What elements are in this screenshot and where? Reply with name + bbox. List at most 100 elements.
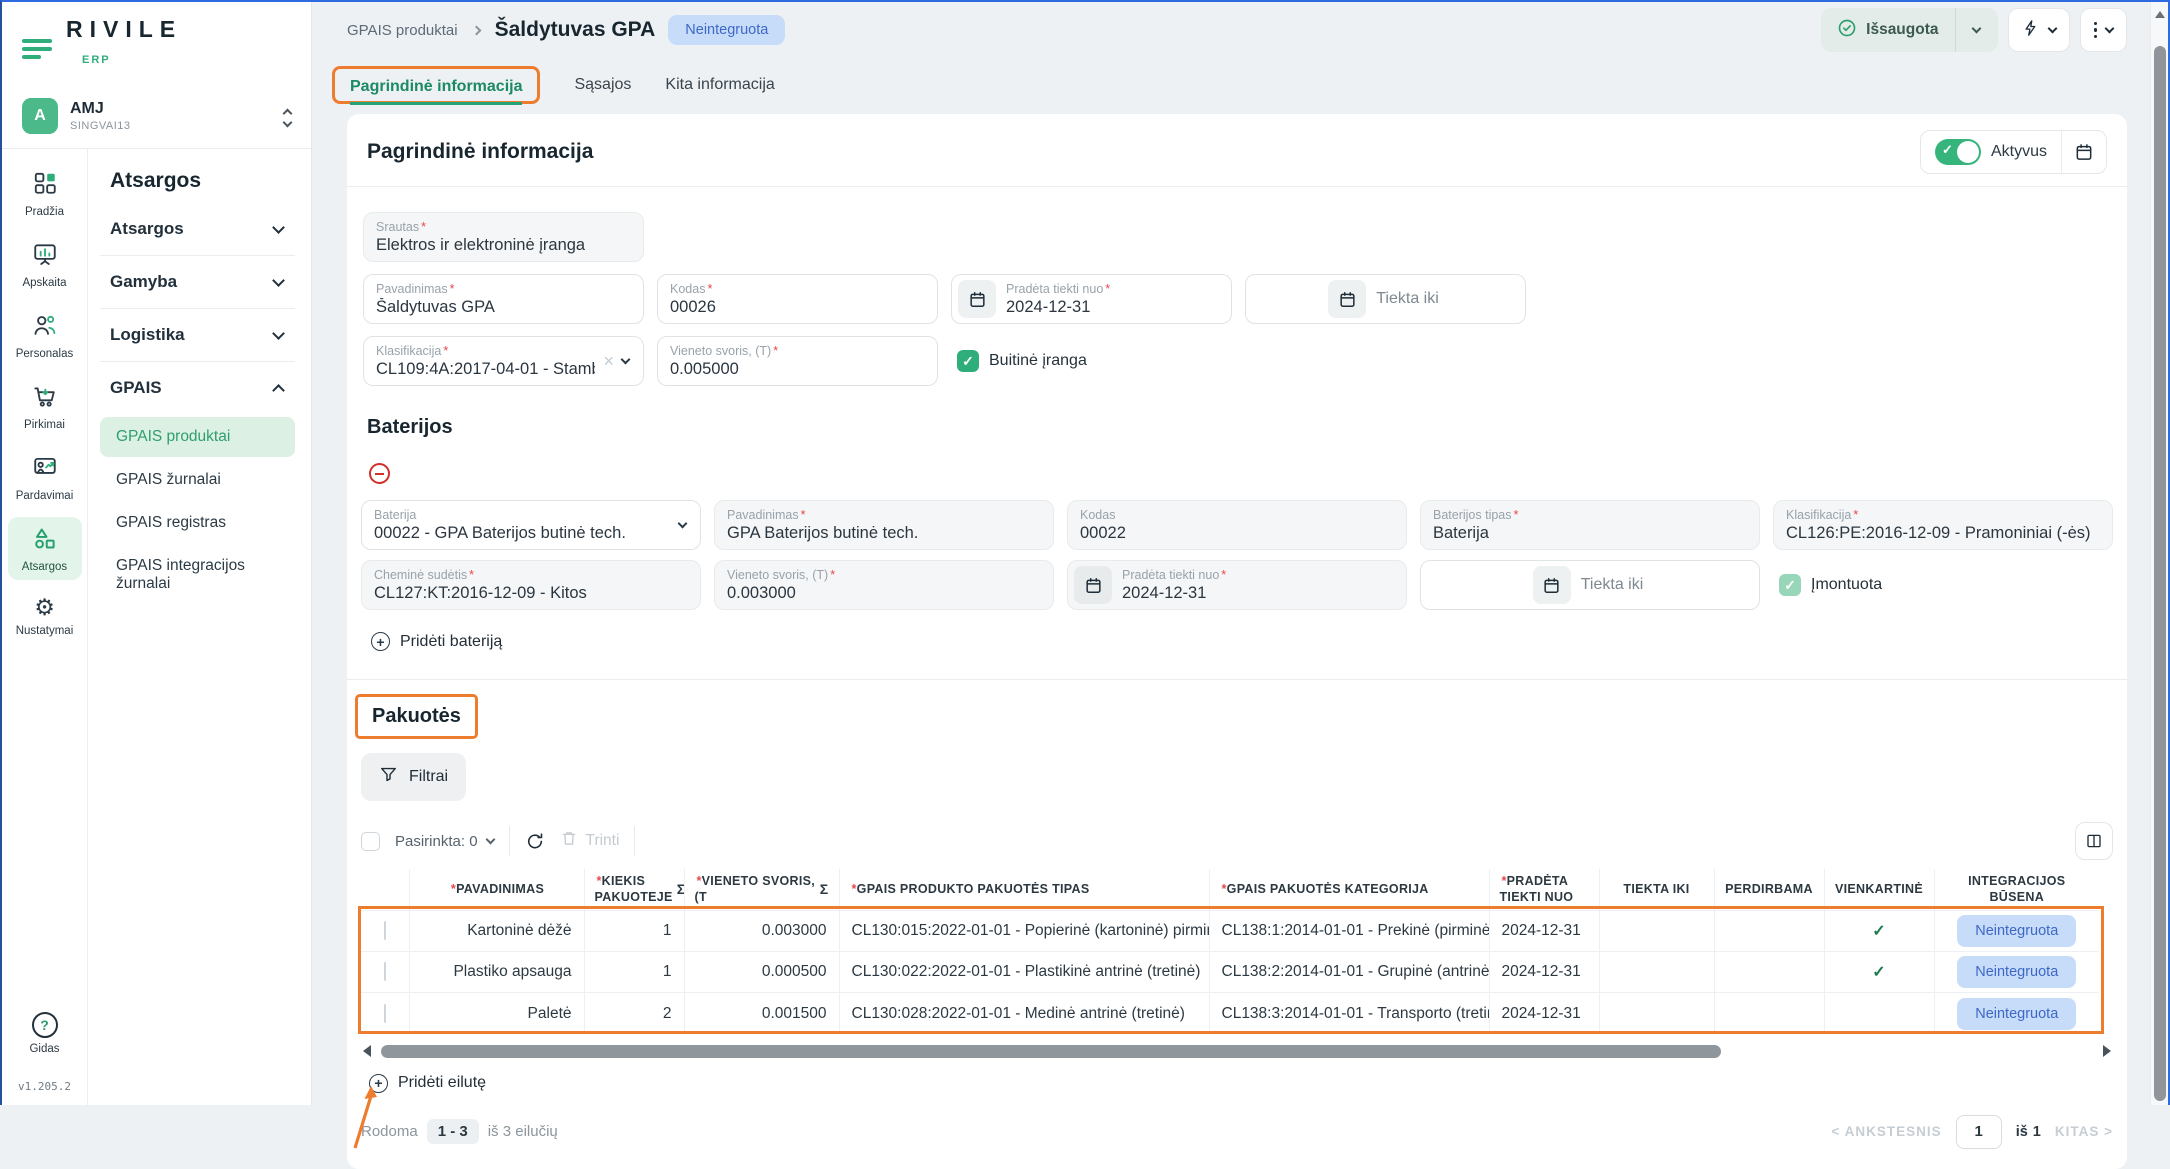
row-checkbox[interactable] bbox=[383, 1003, 386, 1023]
section-title-pakuotes: Pakuotės bbox=[372, 705, 461, 727]
logo-row: RIVILE ERP bbox=[2, 2, 311, 88]
remove-battery-button[interactable] bbox=[369, 463, 390, 484]
vertical-scrollbar[interactable] bbox=[2150, 2, 2168, 1105]
filters-button[interactable]: Filtrai bbox=[361, 753, 467, 801]
scroll-up-arrow[interactable] bbox=[2154, 11, 2165, 18]
section-title-general: Pagrindinė informacija bbox=[367, 140, 594, 163]
gear-icon: ⚙ bbox=[34, 595, 55, 621]
vieneto-svoris-field[interactable]: Vieneto svoris, (T) * 0.005000 bbox=[657, 336, 938, 386]
active-calendar-button[interactable] bbox=[2062, 142, 2106, 162]
rail-item-atsargos[interactable]: Atsargos bbox=[7, 517, 82, 580]
chevron-down-icon bbox=[2104, 23, 2115, 33]
row-checkbox[interactable] bbox=[383, 921, 386, 941]
scrollbar-thumb[interactable] bbox=[381, 1044, 1722, 1058]
buitine-iranga-checkbox[interactable]: ✓ Buitinė įranga bbox=[957, 350, 1087, 372]
imontuota-checkbox[interactable]: ✓ Įmontuota bbox=[1779, 574, 1882, 596]
pradeta-tiekti-nuo-field[interactable]: Pradėta tiekti nuo * 2024-12-31 bbox=[951, 274, 1232, 324]
scroll-left-arrow[interactable] bbox=[363, 1045, 371, 1058]
sidebar-item-gpais-registras[interactable]: GPAIS registras bbox=[116, 514, 226, 531]
column-settings-button[interactable] bbox=[2075, 822, 2113, 860]
horizontal-scrollbar bbox=[361, 1044, 2113, 1058]
baterija-pradeta-field[interactable]: Pradėta tiekti nuo * 2024-12-31 bbox=[1067, 560, 1407, 610]
rail-item-personalas[interactable]: Personalas bbox=[8, 304, 82, 367]
presentation-chart-icon bbox=[32, 241, 58, 272]
check-circle-icon bbox=[1837, 18, 1857, 43]
scrollbar-thumb[interactable] bbox=[2154, 46, 2166, 1101]
save-button[interactable]: Išsaugota bbox=[1821, 8, 1998, 52]
sidebar-menu: Atsargos Atsargos Gamyba Logistika GPAIS… bbox=[88, 149, 311, 1105]
brand-logo: RIVILE ERP bbox=[66, 18, 182, 80]
switch-company-icon[interactable] bbox=[282, 106, 293, 128]
user-switcher[interactable]: A AMJ SINGVAI13 bbox=[2, 88, 311, 149]
pavadinimas-field[interactable]: Pavadinimas * Šaldytuvas GPA bbox=[363, 274, 644, 324]
calendar-icon[interactable] bbox=[958, 280, 996, 318]
sidebar-item-gpais-zurnalai[interactable]: GPAIS žurnalai bbox=[116, 471, 221, 488]
checkbox-checked-icon: ✓ bbox=[1779, 574, 1801, 596]
menu-section-logistika[interactable]: Logistika bbox=[100, 309, 295, 361]
kodas-field[interactable]: Kodas * 00026 bbox=[657, 274, 938, 324]
sum-icon[interactable]: Σ bbox=[819, 880, 829, 897]
chevron-down-icon bbox=[2047, 23, 2057, 33]
sidebar-item-gpais-integracijos-zurnalai[interactable]: GPAIS integracijos žurnalai bbox=[116, 557, 245, 592]
clear-icon[interactable]: × bbox=[603, 351, 614, 371]
calendar-icon[interactable] bbox=[1532, 566, 1571, 604]
status-badge: Neintegruota bbox=[668, 15, 786, 45]
tab-sasajos[interactable]: Sąsajos bbox=[574, 76, 632, 93]
more-menu-button[interactable] bbox=[2079, 8, 2127, 52]
add-row-button[interactable]: + Pridėti eilutę bbox=[353, 1073, 2113, 1149]
add-battery-button[interactable]: + Pridėti bateriją bbox=[371, 632, 2113, 651]
trash-icon bbox=[560, 829, 578, 853]
page-number-input[interactable]: 1 bbox=[1955, 1114, 2002, 1149]
save-dropdown-button[interactable] bbox=[1956, 23, 1998, 33]
main-area: GPAIS produktai Šaldytuvas GPA Neintegru… bbox=[312, 2, 2168, 1169]
selected-dropdown[interactable]: Pasirinkta: 0 bbox=[395, 833, 495, 850]
chemine-sudetis-field: Cheminė sudėtis * CL127:KT:2016-12-09 - K… bbox=[361, 560, 701, 610]
kebab-icon bbox=[2093, 21, 2097, 39]
baterija-tiekta-iki-field[interactable]: Tiekta iki bbox=[1420, 560, 1760, 610]
tab-pagrindine-informacija[interactable]: Pagrindinė informacija bbox=[350, 78, 523, 105]
rail-item-gidas[interactable]: ? Gidas bbox=[8, 1004, 82, 1062]
scrollbar-track[interactable] bbox=[378, 1044, 2096, 1058]
previous-page-button[interactable]: < ANKSTESNIS bbox=[1831, 1124, 1942, 1140]
baterija-select[interactable]: Baterija 00022 - GPA Baterijos butinė te… bbox=[361, 500, 701, 550]
srautas-field[interactable]: Srautas * Elektros ir elektroninė įranga bbox=[363, 212, 644, 262]
sum-icon[interactable]: Σ bbox=[677, 881, 683, 899]
table-row[interactable]: Paletė 2 0.001500 CL130:028:2022-01-01 -… bbox=[361, 992, 2099, 1034]
tiekta-iki-field[interactable]: Tiekta iki bbox=[1245, 274, 1526, 324]
calendar-icon[interactable] bbox=[1328, 280, 1367, 318]
table-row[interactable]: Plastiko apsauga 1 0.000500 CL130:022:20… bbox=[361, 951, 2099, 993]
plus-circle-icon: + bbox=[371, 632, 390, 651]
sidebar-item-gpais-produktai[interactable]: GPAIS produktai bbox=[100, 417, 295, 457]
breadcrumb[interactable]: GPAIS produktai bbox=[347, 21, 458, 39]
row-checkbox[interactable] bbox=[383, 962, 386, 982]
menu-section-atsargos[interactable]: Atsargos bbox=[100, 203, 295, 255]
vieneto-svoris-value: 0.005000 bbox=[670, 359, 739, 378]
section-title-baterijos: Baterijos bbox=[367, 416, 453, 438]
chevron-down-icon[interactable] bbox=[677, 518, 688, 528]
menu-section-gpais[interactable]: GPAIS bbox=[100, 362, 295, 414]
klasifikacija-field[interactable]: Klasifikacija * CL109:4A:2017-04-01 - Sta… bbox=[363, 336, 644, 386]
rail-item-pardavimai[interactable]: Pardavimai bbox=[8, 446, 82, 509]
actions-button[interactable] bbox=[2007, 8, 2070, 52]
page-title: Šaldytuvas GPA bbox=[494, 18, 656, 41]
refresh-button[interactable] bbox=[525, 831, 545, 851]
rail-item-pradzia[interactable]: Pradžia bbox=[8, 162, 82, 225]
user-info: AMJ SINGVAI13 bbox=[70, 100, 131, 132]
toolbar-divider bbox=[508, 826, 510, 856]
avatar: A bbox=[22, 98, 58, 134]
delete-button[interactable]: Trinti bbox=[560, 829, 619, 853]
rail-item-pirkimai[interactable]: Pirkimai bbox=[8, 375, 82, 438]
select-all-checkbox[interactable] bbox=[361, 831, 380, 851]
menu-section-gamyba[interactable]: Gamyba bbox=[100, 256, 295, 308]
chevron-down-icon bbox=[272, 326, 285, 340]
scroll-right-arrow[interactable] bbox=[2103, 1045, 2111, 1058]
hamburger-menu-icon[interactable] bbox=[22, 39, 52, 59]
calendar-icon[interactable] bbox=[1074, 566, 1112, 604]
rail-item-apskaita[interactable]: Apskaita bbox=[8, 233, 82, 296]
table-row[interactable]: Kartoninė dėžė 1 0.003000 CL130:015:2022… bbox=[361, 910, 2099, 952]
rail-item-nustatymai[interactable]: ⚙ Nustatymai bbox=[15, 595, 74, 637]
chevron-down-icon[interactable] bbox=[620, 354, 631, 364]
active-toggle[interactable]: ✓ bbox=[1934, 139, 1981, 165]
next-page-button[interactable]: KITAS > bbox=[2054, 1124, 2113, 1140]
tab-kita-informacija[interactable]: Kita informacija bbox=[665, 76, 775, 93]
